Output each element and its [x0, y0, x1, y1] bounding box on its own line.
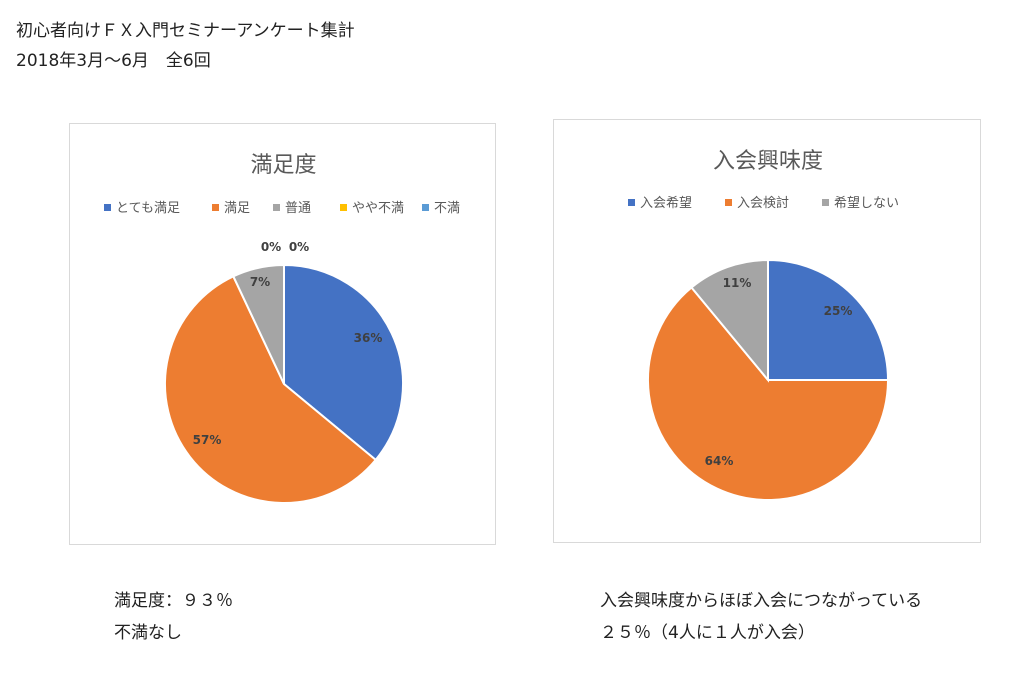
legend-label: 普通	[285, 201, 311, 216]
legend-swatch	[273, 204, 280, 211]
data-label: 64%	[705, 454, 734, 468]
interest-summary-line2: ２５％（4人に１人が入会）	[600, 623, 815, 643]
legend-label: 希望しない	[834, 195, 899, 211]
data-label: 7%	[250, 275, 270, 289]
legend-swatch	[822, 199, 829, 206]
legend-label: 入会希望	[640, 195, 692, 211]
data-label: 36%	[354, 331, 383, 345]
legend-label: やや不満	[352, 201, 404, 216]
data-label: 57%	[193, 433, 222, 447]
legend-label: 不満	[434, 201, 460, 216]
pie-slice	[647, 286, 890, 501]
chart-title: 満足度	[250, 153, 316, 178]
pie-slice	[164, 274, 378, 504]
legend-label: 満足	[224, 201, 250, 216]
pie-slice	[690, 258, 769, 383]
legend-label: 入会検討	[737, 195, 789, 211]
satisfaction-chart-panel: 満足度とても満足 満足 普通 やや不満 不満 36% 57% 7% 0% 0%	[69, 123, 496, 545]
pie-slice	[767, 258, 890, 381]
pie-slice	[232, 263, 285, 385]
legend-swatch	[340, 204, 347, 211]
data-label: 11%	[723, 276, 752, 290]
legend-label: とても満足	[116, 201, 180, 216]
legend-swatch	[104, 204, 111, 211]
report-title: 初心者向けＦＸ入門セミナーアンケート集計	[16, 21, 355, 41]
pie-slice	[283, 263, 404, 462]
chart-title: 入会興味度	[713, 149, 823, 174]
report-header: 初心者向けＦＸ入門セミナーアンケート集計 2018年3月〜6月 全6回	[16, 16, 355, 76]
data-label: 0%	[289, 240, 309, 254]
satisfaction-summary-line1: 満足度：９３％	[114, 591, 233, 611]
interest-summary-line1: 入会興味度からほぼ入会につながっている	[600, 591, 923, 611]
legend-swatch	[725, 199, 732, 206]
interest-chart-panel: 入会興味度入会希望 入会検討 希望しない 25% 64% 11%	[553, 119, 981, 543]
legend-swatch	[422, 204, 429, 211]
report-subtitle: 2018年3月〜6月 全6回	[16, 51, 211, 71]
interest-summary: 入会興味度からほぼ入会につながっている ２５％（4人に１人が入会）	[600, 585, 922, 649]
satisfaction-summary: 満足度：９３％ 不満なし	[114, 585, 233, 649]
legend-swatch	[212, 204, 219, 211]
legend-swatch	[628, 199, 635, 206]
satisfaction-summary-line2: 不満なし	[114, 623, 182, 643]
data-label: 25%	[824, 304, 853, 318]
data-label: 0%	[261, 240, 281, 254]
